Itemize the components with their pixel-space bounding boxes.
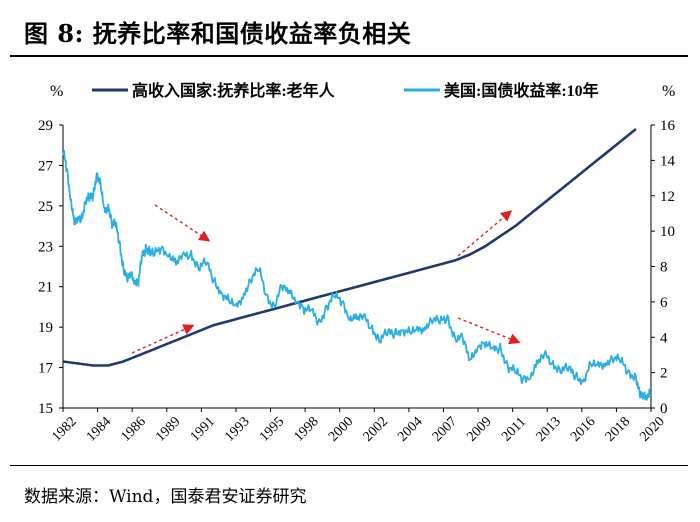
source-rule: [10, 465, 688, 466]
x-tick-label: 2007: [430, 414, 460, 444]
left-tick-label: 27: [38, 158, 54, 174]
x-tick-label: 1998: [291, 414, 321, 444]
right-tick-label: 16: [660, 118, 676, 134]
trend-arrow: [131, 324, 195, 354]
treasury-yield-line: [62, 149, 652, 401]
right-tick-label: 4: [660, 330, 668, 346]
left-tick-label: 17: [38, 361, 54, 377]
x-tick-label: 1982: [49, 414, 79, 444]
legend-label-yield: 美国:国债收益率:10年: [444, 81, 599, 100]
figure-title: 图 8: 抚养比率和国债收益率负相关: [24, 19, 412, 48]
left-tick-label: 19: [38, 320, 53, 336]
source-note: 数据来源：Wind，国泰君安证券研究: [24, 487, 307, 507]
left-tick-label: 23: [38, 239, 53, 255]
left-tick-label: 29: [38, 118, 53, 134]
trend-arrow: [457, 210, 513, 257]
x-tick-label: 2020: [637, 414, 667, 444]
right-axis-unit: %: [662, 83, 675, 100]
trend-arrow: [457, 317, 521, 345]
left-axis-unit: %: [50, 83, 63, 100]
legend-label-dependency: 高收入国家:抚养比率:老年人: [132, 81, 336, 100]
x-tick-label: 2018: [603, 414, 633, 444]
right-tick-label: 12: [660, 189, 675, 205]
right-tick-label: 10: [660, 224, 675, 240]
x-tick-label: 2004: [395, 414, 425, 444]
x-tick-label: 1991: [188, 414, 218, 444]
x-tick-label: 2000: [326, 414, 356, 444]
left-tick-label: 15: [38, 401, 53, 417]
right-tick-label: 6: [660, 295, 668, 311]
right-tick-label: 14: [660, 153, 676, 169]
x-tick-label: 2016: [568, 414, 598, 444]
x-tick-label: 2013: [534, 414, 564, 444]
x-tick-label: 2002: [361, 414, 391, 444]
left-tick-label: 21: [38, 280, 53, 296]
x-tick-label: 1989: [153, 414, 183, 444]
dependency-ratio-line: [62, 127, 637, 367]
chart-legend: 高收入国家:抚养比率:老年人 美国:国债收益率:10年: [92, 81, 599, 100]
x-tick-label: 1984: [84, 414, 114, 444]
x-tick-label: 1995: [257, 414, 287, 444]
trend-arrows: [131, 204, 521, 354]
x-tick-label: 2009: [464, 414, 494, 444]
right-tick-label: 8: [660, 260, 668, 276]
title-rule: [10, 55, 688, 57]
x-tick-label: 1986: [118, 414, 148, 444]
left-tick-label: 25: [38, 199, 53, 215]
x-tick-label: 1993: [222, 414, 252, 444]
line-chart: 高收入国家:抚养比率:老年人 美国:国债收益率:10年 % % 15171921…: [38, 81, 676, 445]
x-tick-label: 2011: [499, 415, 529, 445]
right-tick-label: 0: [660, 401, 668, 417]
right-tick-label: 2: [660, 366, 668, 382]
trend-arrow: [154, 204, 211, 242]
